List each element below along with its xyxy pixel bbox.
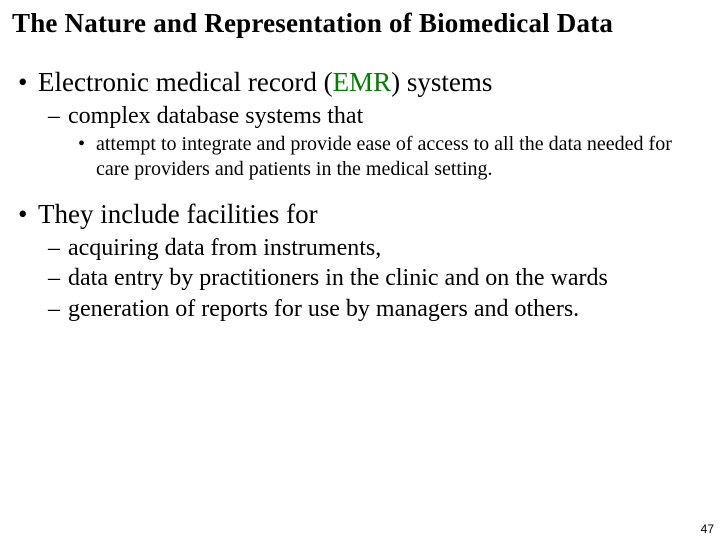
- page-number: 47: [701, 522, 714, 536]
- bullet-list-level2-b: acquiring data from instruments, data en…: [38, 234, 708, 323]
- bullet-integrate: attempt to integrate and provide ease of…: [96, 132, 708, 181]
- complex-db-text: complex database systems that: [68, 103, 363, 129]
- facilities-text: They include facilities for: [38, 199, 318, 229]
- bullet-list-level3: attempt to integrate and provide ease of…: [68, 132, 708, 181]
- slide-title: The Nature and Representation of Biomedi…: [12, 8, 708, 39]
- emr-prefix: Electronic medical record (: [38, 67, 333, 97]
- bullet-list-level2: complex database systems that attempt to…: [38, 102, 708, 181]
- bullet-reports: generation of reports for use by manager…: [68, 295, 708, 323]
- slide-body: The Nature and Representation of Biomedi…: [0, 0, 720, 323]
- bullet-facilities: They include facilities for acquiring da…: [38, 199, 708, 323]
- bullet-complex-db: complex database systems that attempt to…: [68, 102, 708, 181]
- bullet-data-entry: data entry by practitioners in the clini…: [68, 264, 708, 292]
- bullet-list-level1: Electronic medical record (EMR) systems …: [12, 67, 708, 323]
- emr-suffix: ) systems: [391, 67, 492, 97]
- emr-accent: EMR: [333, 67, 392, 97]
- bullet-emr-systems: Electronic medical record (EMR) systems …: [38, 67, 708, 181]
- bullet-acquiring: acquiring data from instruments,: [68, 234, 708, 262]
